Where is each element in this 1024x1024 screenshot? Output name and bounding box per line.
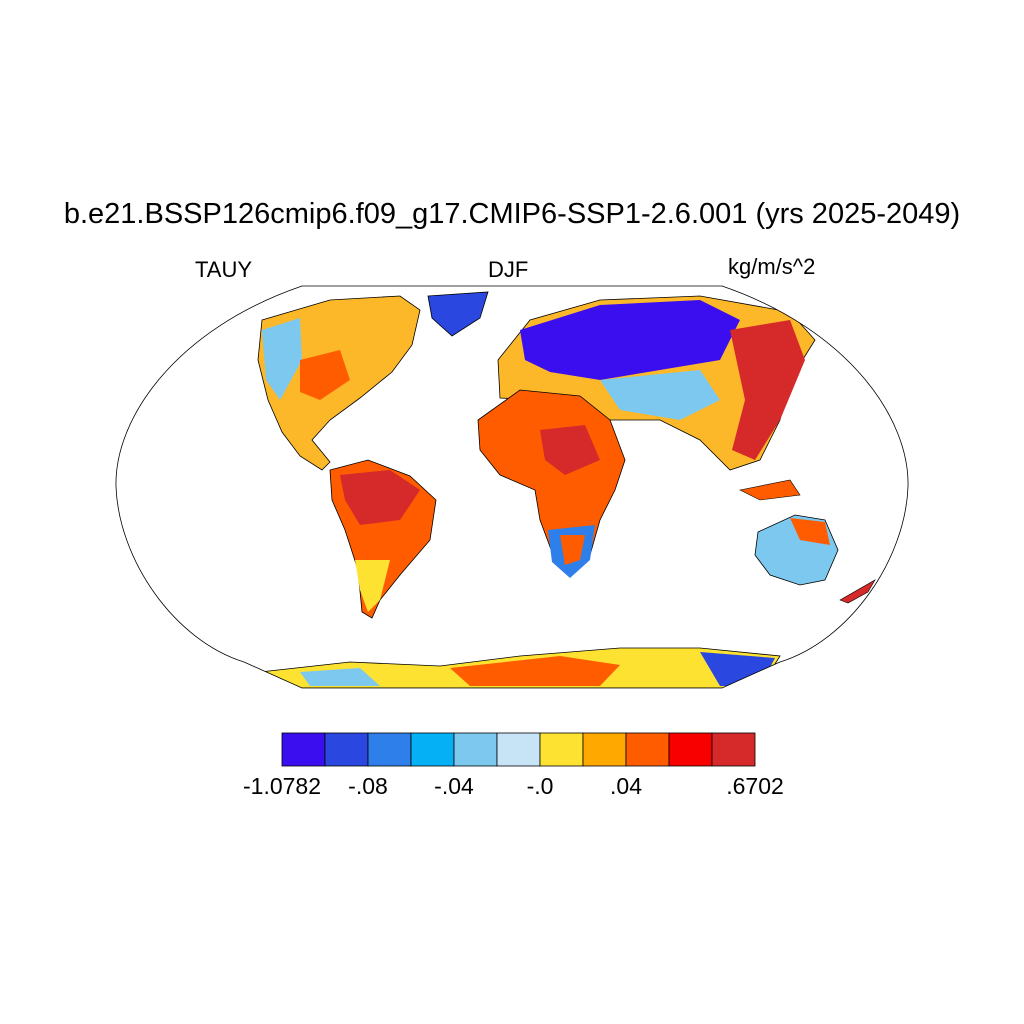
east-asia-hot bbox=[730, 320, 805, 460]
eurasia-cool bbox=[600, 370, 720, 420]
antarctica-cool bbox=[300, 668, 380, 686]
south-america-south bbox=[355, 560, 390, 612]
colorbar-swatch bbox=[410, 732, 455, 767]
variable-label: TAUY bbox=[195, 257, 253, 282]
greenland bbox=[427, 291, 489, 337]
colorbar-tick-label: .6702 bbox=[726, 773, 784, 799]
colorbar-tick-label: -.0 bbox=[526, 773, 554, 799]
colorbar-swatch bbox=[324, 732, 369, 767]
eurasia-cold bbox=[520, 300, 740, 380]
colorbar-swatch bbox=[711, 732, 756, 767]
colorbar-swatch bbox=[367, 732, 412, 767]
season-label: DJF bbox=[488, 257, 529, 282]
australia-north bbox=[790, 518, 830, 545]
africa-south-center bbox=[560, 535, 585, 565]
colorbar-swatch bbox=[281, 732, 326, 767]
colorbar-tick-label: -1.0782 bbox=[242, 773, 322, 799]
colorbar-swatch bbox=[625, 732, 670, 767]
units-label: kg/m/s^2 bbox=[728, 254, 816, 279]
north-america-warm bbox=[300, 350, 350, 400]
new-zealand bbox=[839, 579, 876, 604]
colorbar-swatch bbox=[668, 732, 713, 767]
colorbar-swatch bbox=[539, 732, 584, 767]
colorbar-swatch bbox=[453, 732, 498, 767]
colorbar-tick-label: -.04 bbox=[434, 773, 474, 799]
africa-hot bbox=[540, 425, 600, 475]
colorbar-tick-label: -.08 bbox=[348, 773, 388, 799]
map-boundary bbox=[115, 285, 909, 689]
north-america-cold bbox=[262, 318, 302, 400]
colorbar-swatch bbox=[582, 732, 627, 767]
plot-title: b.e21.BSSP126cmip6.f09_g17.CMIP6-SSP1-2.… bbox=[63, 198, 961, 230]
antarctica-warm bbox=[450, 656, 620, 686]
colorbar-tick-label: .04 bbox=[610, 773, 642, 799]
se-asia-islands bbox=[739, 479, 801, 501]
colorbar-swatch bbox=[496, 732, 541, 767]
south-america-hot bbox=[340, 470, 420, 525]
